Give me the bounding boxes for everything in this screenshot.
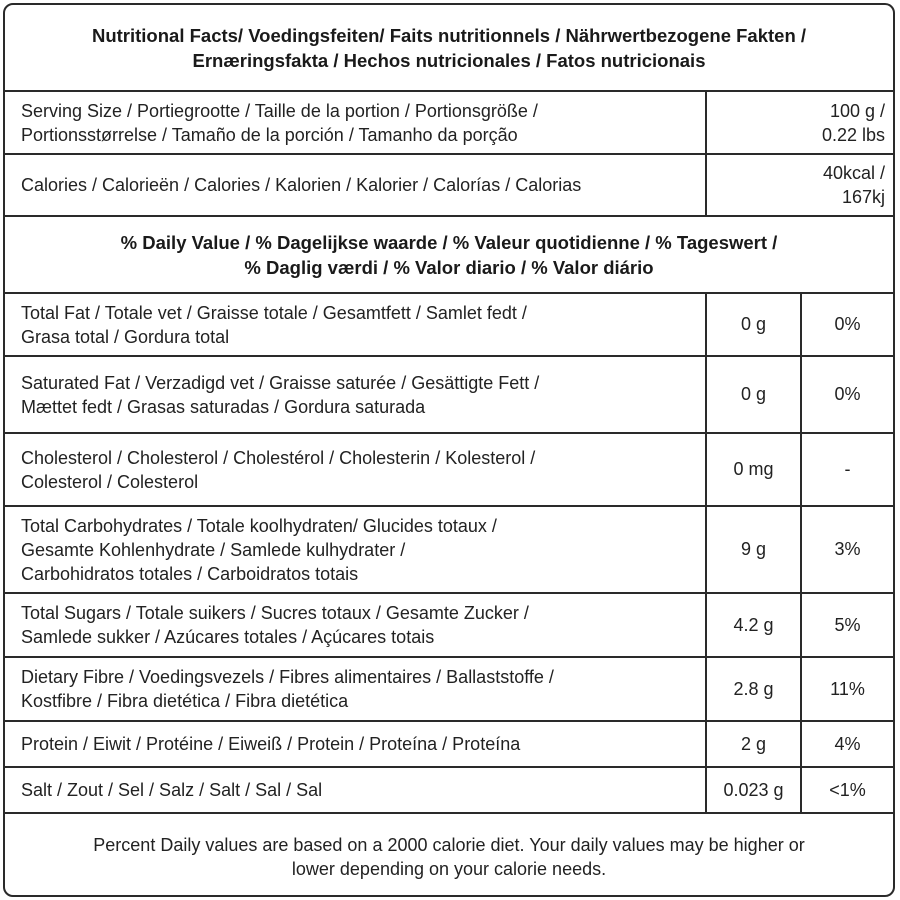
nutrient-row: Dietary Fibre / Voedingsvezels / Fibres …	[5, 658, 893, 722]
nutrient-amount: 0 g	[707, 294, 802, 355]
nutrient-label: Total Sugars / Totale suikers / Sucres t…	[5, 594, 707, 656]
label-line: Saturated Fat / Verzadigd vet / Graisse …	[21, 372, 540, 393]
label-line: Total Carbohydrates / Totale koolhydrate…	[21, 515, 497, 536]
nutrient-row: Salt / Zout / Sel / Salz / Salt / Sal / …	[5, 768, 893, 814]
nutrient-label: Saturated Fat / Verzadigd vet / Graisse …	[5, 357, 707, 432]
nutrient-row: Total Sugars / Totale suikers / Sucres t…	[5, 594, 893, 658]
nutrient-label: Total Fat / Totale vet / Graisse totale …	[5, 294, 707, 355]
nutrient-daily-percent: 0%	[834, 314, 861, 334]
calories-label: Calories / Calorieën / Calories / Kalori…	[5, 155, 707, 215]
nutrient-daily-percent: -	[844, 459, 851, 479]
header-line: % Daily Value / % Dagelijkse waarde / % …	[120, 231, 778, 253]
nutrient-row: Protein / Eiwit / Protéine / Eiweiß / Pr…	[5, 722, 893, 768]
nutrient-amount: 4.2 g	[707, 594, 802, 656]
value-line: 40kcal /	[822, 163, 885, 183]
nutrient-row: Saturated Fat / Verzadigd vet / Graisse …	[5, 357, 893, 434]
label-line: Salt / Zout / Sel / Salz / Salt / Sal / …	[21, 780, 323, 800]
footer-line: Percent Daily values are based on a 2000…	[93, 834, 805, 855]
label-line: Portionsstørrelse / Tamaño de la porción…	[21, 124, 518, 145]
value-line: 100 g /	[829, 100, 885, 121]
label-line: Protein / Eiwit / Protéine / Eiweiß / Pr…	[21, 734, 521, 754]
calories-value: 40kcal / 167kj	[707, 155, 893, 215]
label-line: Total Sugars / Totale suikers / Sucres t…	[21, 603, 529, 623]
nutrition-facts-table: Nutritional Facts/ Voedingsfeiten/ Faits…	[3, 3, 895, 897]
label-line: Colesterol / Colesterol	[21, 471, 199, 492]
nutrient-daily-percent: 0%	[834, 384, 861, 404]
label-line: Gesamte Kohlenhydrate / Samlede kulhydra…	[21, 539, 406, 560]
footer-line: lower depending on your calorie needs.	[291, 858, 607, 879]
label-line: Serving Size / Portiegrootte / Taille de…	[21, 100, 538, 121]
serving-size-label: Serving Size / Portiegrootte / Taille de…	[5, 92, 707, 153]
nutrient-daily-percent: 11%	[830, 678, 865, 699]
calories-row: Calories / Calorieën / Calories / Kalori…	[5, 155, 893, 217]
nutrient-label: Cholesterol / Cholesterol / Cholestérol …	[5, 434, 707, 505]
daily-value-header: % Daily Value / % Dagelijkse waarde / % …	[5, 217, 893, 294]
value-line: 0.22 lbs	[821, 124, 885, 145]
label-line: Dietary Fibre / Voedingsvezels / Fibres …	[21, 667, 554, 687]
title-line: Ernæringsfakta / Hechos nutricionales / …	[192, 49, 706, 71]
nutrient-amount: 0 mg	[707, 434, 802, 505]
nutrient-label: Salt / Zout / Sel / Salz / Salt / Sal / …	[5, 768, 707, 812]
serving-size-value: 100 g / 0.22 lbs	[707, 92, 893, 153]
nutrient-label: Dietary Fibre / Voedingsvezels / Fibres …	[5, 658, 707, 720]
nutrient-row: Total Fat / Totale vet / Graisse totale …	[5, 294, 893, 357]
footer-note: Percent Daily values are based on a 2000…	[5, 814, 893, 895]
label-line: Samlede sukker / Azúcares totales / Açúc…	[21, 627, 435, 647]
nutrient-row: Cholesterol / Cholesterol / Cholestérol …	[5, 434, 893, 507]
nutrient-daily-percent: 3%	[834, 539, 861, 559]
nutrient-amount: 0.023 g	[707, 768, 802, 812]
nutrient-amount: 2 g	[707, 722, 802, 766]
serving-size-row: Serving Size / Portiegrootte / Taille de…	[5, 92, 893, 155]
header-line: % Daglig værdi / % Valor diario / % Valo…	[244, 256, 654, 278]
value-line: 167kj	[841, 187, 885, 207]
label-line: Total Fat / Totale vet / Graisse totale …	[21, 302, 527, 323]
nutrient-daily-percent: <1%	[829, 779, 866, 800]
nutrient-amount: 2.8 g	[707, 658, 802, 720]
label-line: Kostfibre / Fibra dietética / Fibra diet…	[21, 691, 349, 711]
nutrient-label: Total Carbohydrates / Totale koolhydrate…	[5, 507, 707, 592]
nutrient-label: Protein / Eiwit / Protéine / Eiweiß / Pr…	[5, 722, 707, 766]
label-line: Mættet fedt / Grasas saturadas / Gordura…	[21, 396, 426, 417]
label-line: Carbohidratos totales / Carboidratos tot…	[21, 563, 359, 584]
table-title: Nutritional Facts/ Voedingsfeiten/ Faits…	[5, 5, 893, 92]
nutrient-amount: 9 g	[707, 507, 802, 592]
nutrient-amount: 0 g	[707, 357, 802, 432]
label-line: Cholesterol / Cholesterol / Cholestérol …	[21, 447, 536, 468]
nutrient-row: Total Carbohydrates / Totale koolhydrate…	[5, 507, 893, 594]
title-line: Nutritional Facts/ Voedingsfeiten/ Faits…	[91, 24, 807, 46]
label-line: Calories / Calorieën / Calories / Kalori…	[21, 175, 582, 195]
nutrient-daily-percent: 5%	[834, 614, 861, 635]
nutrient-daily-percent: 4%	[834, 733, 861, 754]
label-line: Grasa total / Gordura total	[21, 326, 230, 347]
